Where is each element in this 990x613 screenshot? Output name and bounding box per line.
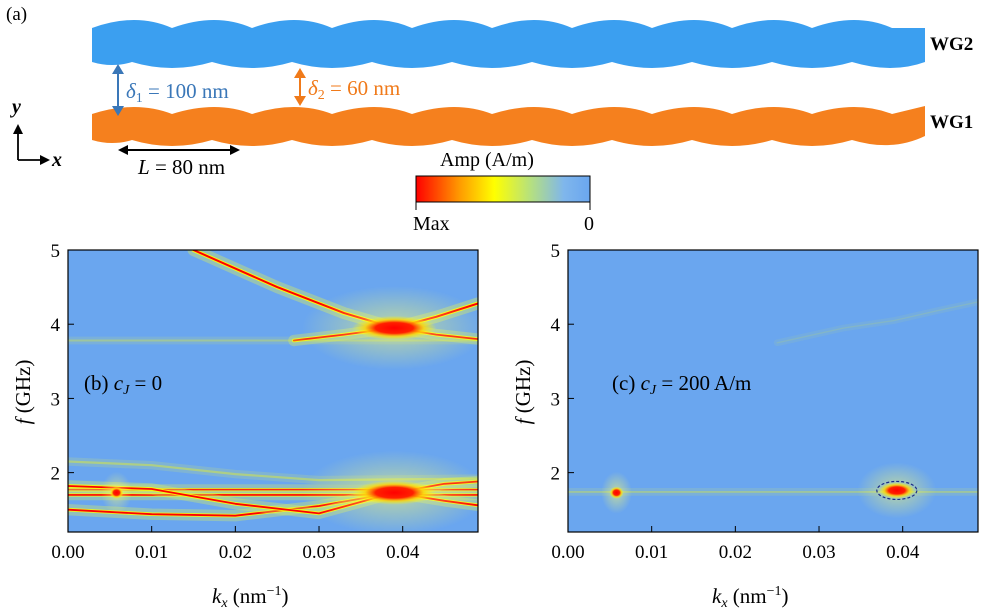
- panel-c-frame: [567, 249, 979, 533]
- panel-b-annotation: (b) cJ = 0: [84, 371, 162, 398]
- delta1-arrow: [112, 64, 124, 116]
- colorbar: Amp (A/m) Max 0: [413, 149, 594, 235]
- ytick-label-b-0: 2: [51, 464, 61, 485]
- axis-y-label: y: [10, 96, 21, 118]
- ytick-label-b-3: 5: [51, 241, 61, 262]
- hot-spot-outline-c: [876, 480, 918, 501]
- hot-spot-c-1: [878, 482, 915, 499]
- ytick-label-b-2: 4: [51, 315, 61, 336]
- colorbar-title: Amp (A/m): [440, 149, 534, 171]
- xtick-label-c-0: 0.00: [551, 542, 584, 563]
- panel-b-ylabel: f (GHz): [11, 360, 35, 425]
- hot-spot-b-1: [352, 480, 437, 505]
- delta2-arrow: [294, 68, 306, 106]
- ytick-label-c-3: 5: [551, 241, 561, 262]
- ytick-label-c-2: 4: [551, 315, 561, 336]
- colorbar-gradient: [415, 175, 591, 203]
- xtick-label-c-2: 0.02: [719, 542, 752, 563]
- xtick-label-b-0: 0.00: [51, 542, 84, 563]
- ytick-label-c-0: 2: [551, 464, 561, 485]
- panel-a: (a) WG2 WG1 δ1 = 100 nm δ2 = 60 nm L = 8…: [6, 4, 973, 235]
- panel-b-heatmap: 0.00 0.01 0.02 0.03 0.04 2 3 4 5 (b) cJ = 0 kx (…: [11, 241, 479, 611]
- panel-c-bands: [568, 298, 978, 519]
- hot-spot-b-2: [352, 315, 437, 340]
- period-arrow: [118, 145, 240, 155]
- hot-spot-b-0: [109, 486, 124, 499]
- colorbar-max-label: 0: [584, 213, 594, 235]
- panel-b-frame: [67, 249, 479, 533]
- hot-spot-c-0: [609, 486, 624, 499]
- delta2-label: δ2 = 60 nm: [308, 76, 400, 103]
- xtick-label-b-3: 0.03: [302, 542, 335, 563]
- xtick-label-c-3: 0.03: [802, 542, 835, 563]
- band-glow-c-1: [773, 298, 978, 347]
- axis-indicator: [13, 124, 50, 165]
- panel-c-xlabel: kx (nm−1): [712, 584, 789, 611]
- panel-c-ticks: 0.00 0.01 0.02 0.03 0.04 2 3 4 5: [551, 241, 920, 563]
- wg1-label: WG1: [930, 112, 973, 133]
- wg2-label: WG2: [930, 34, 973, 55]
- panel-b-bands: [68, 250, 478, 532]
- xtick-label-c-4: 0.04: [886, 542, 920, 563]
- panel-c-annotation: (c) cJ = 200 A/m: [612, 371, 751, 398]
- panel-b-ticks: 0.00 0.01 0.02 0.03 0.04 2 3 4 5: [51, 241, 420, 563]
- period-label: L = 80 nm: [137, 155, 225, 179]
- xtick-label-b-1: 0.01: [135, 542, 168, 563]
- ytick-label-c-1: 3: [551, 389, 561, 410]
- band-edge-c-1: [776, 301, 978, 344]
- panel-c-ylabel: f (GHz): [511, 360, 535, 425]
- ytick-label-b-1: 3: [51, 389, 61, 410]
- xtick-label-b-4: 0.04: [386, 542, 420, 563]
- waveguide-wg1: [92, 106, 925, 146]
- waveguide-wg2: [92, 20, 925, 68]
- panel-c-heatmap: 0.00 0.01 0.02 0.03 0.04 2 3 4 5 (c) cJ = 200 A/…: [511, 241, 979, 611]
- panel-a-label: (a): [6, 4, 27, 25]
- panel-b-xlabel: kx (nm−1): [212, 584, 289, 611]
- xtick-label-c-1: 0.01: [635, 542, 668, 563]
- delta1-label: δ1 = 100 nm: [126, 79, 229, 106]
- axis-x-label: x: [51, 149, 62, 171]
- colorbar-min-label: Max: [413, 213, 450, 235]
- xtick-label-b-2: 0.02: [219, 542, 252, 563]
